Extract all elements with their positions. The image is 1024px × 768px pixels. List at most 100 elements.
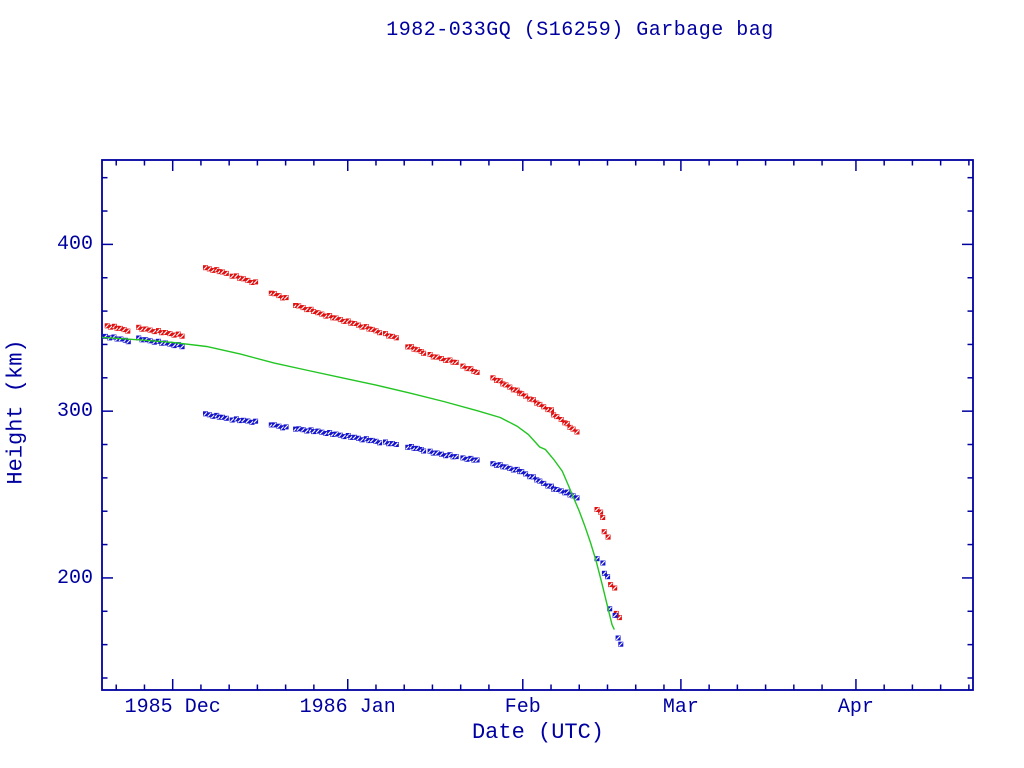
marker-slash bbox=[514, 467, 520, 472]
marker-slash bbox=[241, 276, 246, 281]
marker-slash bbox=[519, 469, 524, 474]
marker-slash bbox=[224, 416, 229, 421]
marker-slash bbox=[341, 319, 347, 324]
marker-slash bbox=[163, 330, 168, 335]
marker-slash bbox=[283, 424, 289, 430]
marker-slash bbox=[427, 449, 433, 454]
marker-slash bbox=[373, 439, 379, 444]
marker-slash bbox=[390, 441, 395, 446]
marker-slash bbox=[207, 412, 212, 417]
marker-slash bbox=[176, 331, 181, 337]
marker-slash bbox=[612, 585, 617, 591]
marker-slash bbox=[474, 370, 480, 375]
y-tick-label: 400 bbox=[56, 233, 93, 257]
x-tick-label: Feb bbox=[504, 696, 541, 719]
y-tick-label: 300 bbox=[56, 400, 93, 424]
marker-slash bbox=[460, 455, 466, 461]
marker-slash bbox=[490, 461, 496, 466]
marker-slash bbox=[474, 457, 480, 463]
marker-slash bbox=[443, 358, 448, 363]
marker-slash bbox=[570, 426, 576, 432]
marker-slash bbox=[567, 425, 573, 430]
marker-slash bbox=[373, 328, 379, 333]
marker-slash bbox=[605, 534, 611, 540]
marker-slash bbox=[245, 418, 250, 424]
marker-slash bbox=[152, 329, 157, 334]
marker-slash bbox=[409, 444, 414, 449]
marker-slash bbox=[507, 384, 512, 390]
marker-slash bbox=[541, 481, 546, 486]
marker-slash bbox=[203, 265, 208, 270]
marker-slash bbox=[574, 429, 580, 435]
marker-slash bbox=[327, 313, 332, 318]
marker-slash bbox=[253, 279, 258, 285]
marker-slash bbox=[143, 326, 148, 332]
marker-slash bbox=[421, 351, 426, 356]
marker-slash bbox=[356, 322, 361, 328]
decay-model-curve-series bbox=[102, 336, 615, 630]
marker-slash bbox=[214, 413, 219, 418]
marker-slash bbox=[600, 560, 606, 566]
marker-slash bbox=[531, 397, 536, 402]
marker-slash bbox=[531, 474, 536, 480]
plot-frame bbox=[101, 159, 974, 691]
marker-slash bbox=[537, 478, 542, 484]
marker-slash bbox=[346, 433, 351, 438]
marker-slash bbox=[537, 402, 542, 407]
marker-slash bbox=[394, 335, 399, 340]
marker-slash bbox=[377, 440, 382, 445]
marker-slash bbox=[304, 307, 309, 312]
marker-slash bbox=[503, 464, 509, 470]
marker-slash bbox=[296, 426, 301, 431]
marker-slash bbox=[549, 407, 554, 413]
marker-slash bbox=[171, 343, 177, 348]
marker-slash bbox=[136, 325, 141, 330]
marker-slash bbox=[118, 326, 123, 331]
marker-slash bbox=[333, 315, 339, 321]
marker-slash bbox=[447, 452, 453, 457]
marker-slash bbox=[394, 442, 399, 447]
marker-slash bbox=[617, 615, 622, 620]
perigee-height-series bbox=[103, 333, 624, 647]
axis-ticks bbox=[102, 160, 973, 690]
x-tick-label: 1986 Jan bbox=[299, 696, 396, 719]
marker-slash bbox=[304, 428, 309, 434]
marker-slash bbox=[503, 382, 509, 388]
marker-slash bbox=[315, 310, 321, 315]
marker-slash bbox=[364, 436, 369, 441]
apogee-height-series bbox=[104, 265, 622, 621]
marker-slash bbox=[383, 331, 388, 336]
marker-slash bbox=[338, 317, 343, 322]
marker-slash bbox=[602, 571, 607, 576]
marker-slash bbox=[283, 295, 289, 300]
marker-slash bbox=[112, 324, 117, 329]
marker-slash bbox=[234, 416, 239, 422]
marker-slash bbox=[308, 307, 314, 312]
marker-slash bbox=[207, 266, 212, 272]
marker-slash bbox=[319, 311, 324, 317]
marker-slash bbox=[156, 328, 161, 333]
marker-slash bbox=[439, 452, 444, 457]
marker-slash bbox=[352, 321, 357, 326]
marker-slash bbox=[276, 293, 282, 298]
marker-slash bbox=[415, 347, 420, 352]
marker-slash bbox=[468, 456, 473, 461]
marker-slash bbox=[490, 375, 496, 380]
marker-slash bbox=[315, 428, 321, 434]
marker-slash bbox=[224, 271, 229, 276]
marker-slash bbox=[346, 318, 351, 324]
marker-slash bbox=[523, 393, 528, 399]
marker-slash bbox=[541, 404, 546, 409]
marker-slash bbox=[272, 291, 277, 296]
marker-slash bbox=[514, 388, 520, 393]
marker-slash bbox=[598, 509, 603, 515]
x-tick-label: Apr bbox=[837, 696, 874, 719]
marker-slash bbox=[308, 427, 314, 433]
marker-slash bbox=[434, 450, 440, 456]
marker-slash bbox=[427, 352, 433, 357]
marker-slash bbox=[454, 360, 459, 365]
marker-slash bbox=[359, 437, 365, 442]
marker-slash bbox=[559, 417, 564, 422]
